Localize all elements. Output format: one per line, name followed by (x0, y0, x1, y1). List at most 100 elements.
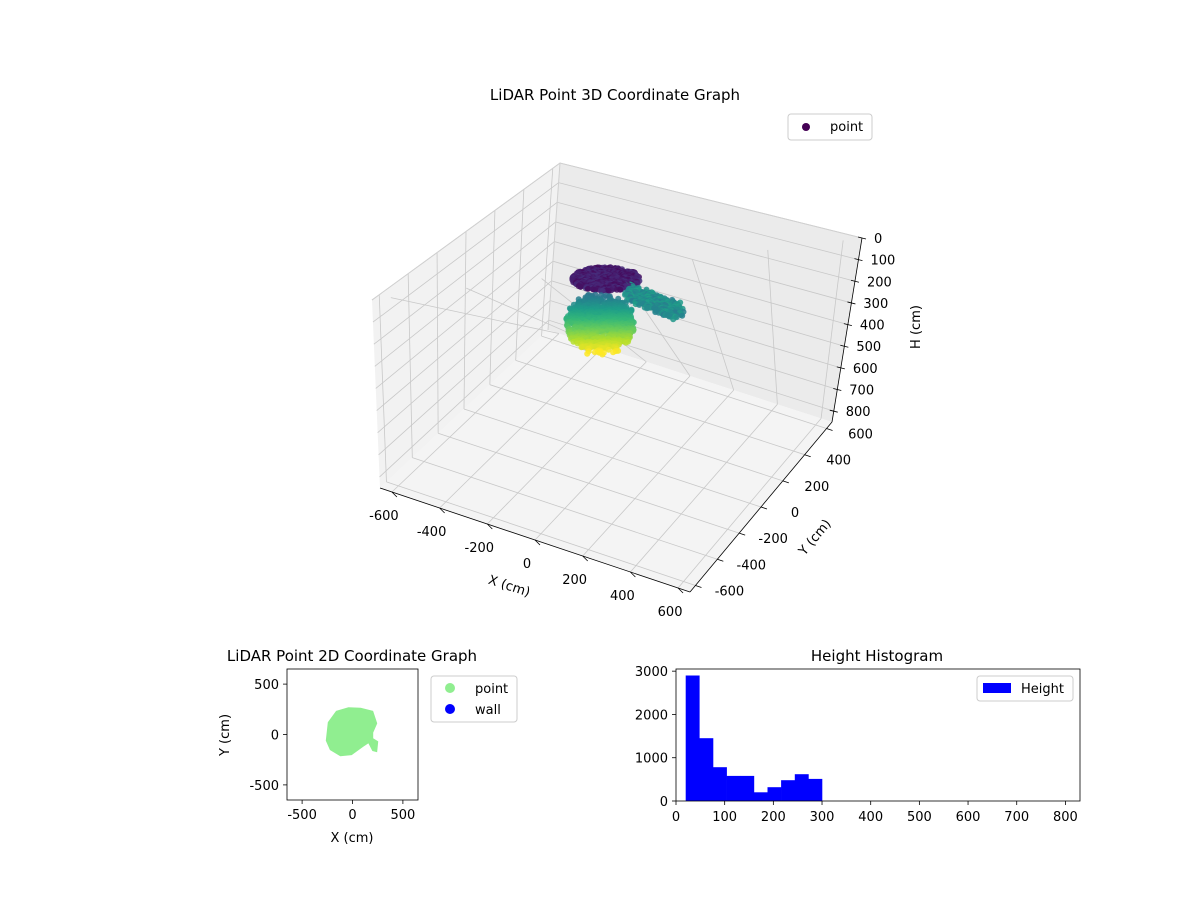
plot-3d-wall-grid-x (390, 297, 560, 334)
plot-3d-y-tick-label: 200 (804, 480, 829, 495)
histogram-bar (767, 787, 782, 801)
plot-3d-point (617, 286, 624, 293)
plot-2d-legend-marker-wall (445, 704, 455, 714)
plot-2d: LiDAR Point 2D Coordinate Graph -500 0 500… (218, 647, 518, 846)
histogram-bar (808, 778, 823, 801)
plot-3d-y-tick-label: 600 (848, 428, 873, 443)
plot-3d-x-tick-mark (630, 571, 636, 578)
plot-3d-point (584, 350, 591, 357)
plot-3d-z-axis-line (831, 237, 863, 423)
plot-3d-z-tick-mark (854, 258, 863, 262)
plot-3d-point (610, 349, 617, 356)
plot-3d-x-tick-label: 400 (610, 589, 635, 604)
plot-2d-x-tick-label: -500 (287, 808, 317, 823)
plot-2d-ticks: -500 0 500 -500 0 500 (249, 678, 415, 823)
plot-3d-point (577, 283, 584, 290)
plot-3d-ticks: -600-400-2000200400600-600-400-200020040… (369, 232, 895, 620)
histogram-bar (753, 792, 768, 801)
plot-2d-y-tick-label: 500 (254, 678, 279, 693)
plot-3d-x-tick-mark (582, 555, 588, 562)
plot-2d-y-tick-label: -500 (249, 779, 279, 794)
plot-2d-x-tick-label: 0 (348, 808, 356, 823)
plot-3d-point (670, 316, 677, 323)
plot-3d-y-tick-mark (826, 428, 833, 431)
plot-3d-z-tick-label: 300 (863, 297, 888, 312)
histogram-y-tick-label: 3000 (635, 665, 668, 680)
plot-3d-title: LiDAR Point 3D Coordinate Graph (490, 86, 740, 104)
plot-3d-z-tick-mark (847, 301, 856, 305)
histogram-x-tick-label: 100 (712, 810, 737, 825)
plot-3d-pane-back-left (372, 163, 560, 488)
plot-3d-point (592, 287, 599, 294)
plot-3d-wall-grid-x (820, 240, 844, 419)
plot-3d-point (599, 351, 606, 358)
plot-3d-x-tick-label: 0 (523, 557, 531, 572)
plot-3d-y-tick-mark (804, 454, 811, 458)
plot-2d-legend-point-label: point (475, 682, 508, 697)
plot-3d-point (605, 287, 612, 294)
plot-3d-point (636, 301, 643, 308)
plot-3d-wall-grid-y (541, 168, 554, 337)
plot-3d-x-tick-mark (439, 507, 445, 514)
plot-3d-wall-grid-y (407, 273, 413, 458)
plot-3d-z-tick-mark (857, 236, 867, 240)
histogram-title: Height Histogram (811, 647, 943, 665)
plot-3d-z-tick-mark (843, 323, 852, 326)
plot-3d-point (584, 285, 591, 292)
histogram-x-tick-label: 500 (907, 810, 932, 825)
plot-2d-y-tick-label: 0 (271, 729, 279, 744)
plot-2d-legend-marker-point (445, 683, 455, 693)
plot-3d-x-tick-label: 200 (562, 573, 587, 588)
plot-3d-x-tick-mark (534, 539, 541, 546)
plot-3d-point-cloud (563, 264, 687, 358)
plot-3d-point (622, 339, 629, 346)
plot-3d-floor-grid-y (463, 408, 762, 508)
plot-3d-z-tick-label: 0 (874, 232, 882, 247)
plot-3d-y-tick-mark (739, 532, 746, 536)
histogram-x-tick-label: 400 (858, 810, 883, 825)
plot-2d-legend-wall-label: wall (475, 703, 501, 718)
plot-3d-y-tick-label: 400 (826, 454, 851, 469)
histogram-bar (726, 775, 741, 801)
histogram-bar (699, 738, 714, 801)
histogram-axes (675, 668, 1081, 802)
plot-3d-wall-grid-x (692, 259, 735, 391)
plot-3d-wall-grid-y (436, 252, 439, 434)
plot-3d-y-label: Y (cm) (795, 517, 834, 560)
plot-3d-y-tick-label: -400 (737, 558, 767, 573)
plot-3d-y-tick-mark (717, 558, 724, 562)
plot-2d-title: LiDAR Point 2D Coordinate Graph (227, 647, 477, 665)
plot-2d-legend: point wall (430, 675, 518, 723)
histogram-x-tick-label: 0 (672, 810, 680, 825)
plot-3d-y-tick-mark (760, 506, 768, 510)
plot-3d-legend-label: point (830, 120, 863, 135)
plot-3d-pane-edges (371, 162, 863, 331)
plot-3d-legend-marker (802, 123, 810, 131)
histogram-x-tick-label: 700 (1004, 810, 1029, 825)
histogram-ticks: 0 100 200 300 400 500 600 700 800 0 1000 2000 3000 (635, 665, 1078, 825)
plot-3d-y-tick-mark (782, 480, 789, 484)
plot-3d-point (578, 344, 585, 351)
histogram-x-tick-label: 600 (956, 810, 981, 825)
plot-3d-x-label: X (cm) (486, 573, 532, 601)
histogram-legend-swatch (983, 683, 1011, 693)
plot-3d-wall-grid-y (463, 231, 467, 410)
histogram: Height Histogram 0 100 200 300 400 500 600 700 8… (635, 647, 1081, 825)
plot-3d-point (605, 346, 612, 353)
plot-3d-floor-grid-y (438, 432, 740, 534)
plot-3d-floor-grid-y (412, 457, 718, 560)
plot-3d-x-tick-label: -600 (369, 509, 399, 524)
plot-2d-point-cloud (325, 707, 379, 757)
plot-3d-z-tick-mark (840, 344, 849, 348)
plot-3d-wall-grid-y (515, 189, 525, 361)
plot-3d: LiDAR Point 3D Coordinate Graph -600 -400… (369, 86, 924, 620)
histogram-bar (740, 775, 755, 801)
plot-3d-x-tick-mark (391, 491, 398, 498)
plot-2d-x-label: X (cm) (331, 831, 374, 846)
histogram-x-tick-label: 800 (1053, 810, 1078, 825)
plot-3d-point (622, 291, 628, 298)
plot-3d-pane-back-right (548, 163, 862, 422)
plot-3d-z-tick-label: 100 (870, 254, 895, 269)
plot-2d-y-label: Y (cm) (218, 714, 233, 757)
